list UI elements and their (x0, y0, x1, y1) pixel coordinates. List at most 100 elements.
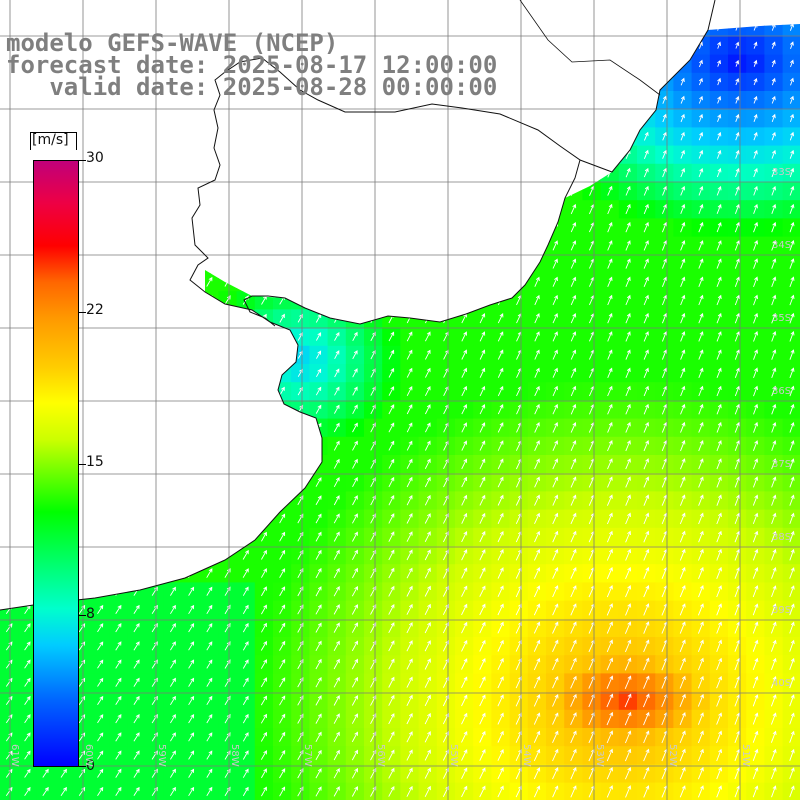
speed-cell (109, 327, 128, 347)
wind-arrow (424, 640, 431, 652)
speed-cell (0, 382, 19, 401)
speed-cell (782, 782, 800, 800)
wind-arrow (388, 731, 395, 743)
colorbar (33, 160, 79, 767)
wind-arrow (753, 131, 758, 141)
speed-cell (564, 0, 583, 19)
wind-arrow (42, 149, 49, 160)
wind-arrow (97, 641, 104, 651)
wind-arrow (607, 95, 613, 105)
speed-cell (509, 72, 529, 92)
wind-arrow (771, 258, 777, 269)
wind-arrow (406, 513, 413, 524)
wind-arrow (680, 385, 686, 397)
wind-arrow (643, 603, 650, 616)
wind-arrow (96, 167, 104, 178)
wind-arrow (425, 5, 430, 14)
wind-arrow (461, 422, 467, 433)
wind-arrow (661, 221, 668, 233)
wind-arrow (424, 767, 431, 779)
wind-arrow (533, 730, 541, 743)
wind-arrow (169, 313, 177, 324)
speed-cell (218, 200, 238, 219)
wind-arrow (388, 167, 395, 178)
speed-cell (673, 36, 693, 56)
wind-arrow (115, 404, 122, 415)
speed-cell (182, 163, 201, 183)
speed-cell (146, 0, 165, 19)
wind-arrow (679, 675, 686, 689)
wind-arrow (552, 331, 558, 342)
wind-arrow (517, 5, 521, 14)
wind-arrow (753, 221, 759, 233)
wind-arrow (497, 149, 504, 160)
wind-arrow (643, 312, 649, 324)
wind-arrow (643, 748, 650, 762)
wind-arrow (789, 621, 795, 634)
wind-arrow (716, 566, 722, 579)
wind-arrow (679, 458, 686, 470)
speed-cell (364, 236, 383, 256)
wind-arrow (625, 585, 632, 598)
speed-cell (455, 127, 474, 147)
wind-arrow (479, 404, 486, 415)
wind-arrow (78, 513, 86, 524)
lat-label: 39S (772, 605, 792, 616)
wind-arrow (570, 367, 577, 378)
wind-arrow (261, 768, 267, 779)
speed-cell (182, 109, 201, 128)
wind-arrow (716, 421, 722, 433)
wind-arrow (716, 385, 722, 397)
speed-cell (236, 109, 256, 128)
wind-arrow (680, 276, 686, 287)
wind-arrow (333, 585, 340, 597)
wind-arrow (424, 276, 431, 287)
wind-arrow (115, 331, 122, 342)
wind-arrow (261, 495, 267, 506)
speed-cell (0, 127, 19, 147)
wind-arrow (771, 77, 776, 86)
wind-arrow (716, 203, 722, 214)
wind-arrow (351, 585, 358, 597)
wind-arrow (643, 276, 649, 287)
wind-arrow (570, 693, 577, 707)
wind-arrow (97, 5, 103, 14)
speed-cell (254, 309, 274, 329)
wind-arrow (589, 95, 595, 105)
speed-cell (746, 0, 765, 19)
wind-arrow (735, 77, 740, 86)
wind-arrow (206, 440, 213, 451)
speed-cell (273, 254, 292, 274)
wind-arrow (461, 185, 467, 196)
wind-arrow (406, 603, 413, 615)
wind-arrow (679, 566, 686, 579)
wind-arrow (789, 240, 795, 251)
wind-arrow (188, 295, 195, 305)
speed-cell (527, 236, 547, 256)
wind-arrow (479, 367, 486, 378)
wind-arrow (606, 566, 613, 579)
wind-arrow (680, 403, 686, 415)
wind-arrow (115, 113, 122, 123)
wind-arrow (552, 567, 559, 579)
speed-cell (182, 291, 201, 310)
wind-arrow (606, 711, 614, 726)
wind-arrow (5, 204, 13, 214)
wind-arrow (115, 149, 122, 160)
speed-cell (109, 473, 128, 492)
wind-arrow (789, 385, 795, 397)
wind-arrow (533, 621, 541, 634)
speed-cell (473, 0, 492, 19)
speed-cell (327, 236, 347, 256)
wind-arrow (315, 149, 322, 160)
speed-cell (236, 509, 256, 529)
wind-arrow (753, 113, 758, 122)
speed-cell (218, 400, 238, 420)
speed-cell (309, 455, 329, 474)
speed-cell (91, 127, 110, 147)
lon-label: 56W (375, 744, 386, 767)
wind-arrow (789, 730, 795, 743)
wind-arrow (734, 240, 740, 251)
wind-arrow (552, 131, 558, 142)
speed-cell (473, 182, 492, 201)
